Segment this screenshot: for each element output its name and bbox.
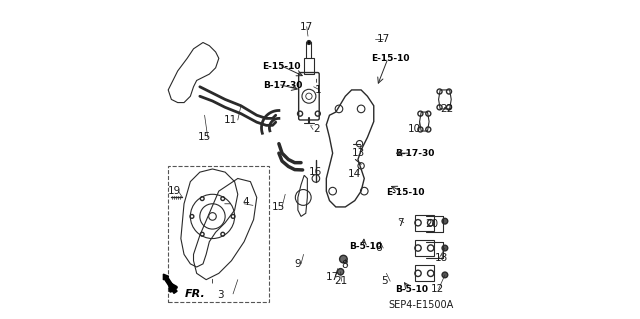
Text: 2: 2 — [313, 124, 319, 135]
Text: B-5-10: B-5-10 — [349, 242, 382, 251]
Circle shape — [442, 218, 448, 224]
Text: E-15-10: E-15-10 — [371, 54, 410, 63]
Text: 9: 9 — [294, 259, 301, 269]
Text: 1: 1 — [315, 85, 322, 95]
Text: E-15-10: E-15-10 — [262, 62, 301, 71]
Text: 12: 12 — [430, 284, 444, 294]
Text: 15: 15 — [198, 132, 211, 142]
Circle shape — [307, 41, 311, 44]
Text: 14: 14 — [348, 169, 362, 179]
Text: 16: 16 — [309, 167, 323, 177]
Text: 13: 13 — [351, 148, 365, 158]
Text: 8: 8 — [341, 260, 348, 271]
Text: FR.: FR. — [185, 289, 205, 299]
Text: 7: 7 — [397, 218, 404, 228]
Text: 17: 17 — [376, 34, 390, 44]
Text: 5: 5 — [381, 276, 388, 286]
Text: 21: 21 — [334, 276, 347, 286]
Text: 18: 18 — [435, 253, 448, 263]
Text: 4: 4 — [243, 197, 249, 207]
Bar — [415, 265, 434, 281]
Text: B-5-10: B-5-10 — [396, 285, 428, 294]
Text: 15: 15 — [271, 202, 285, 212]
Bar — [415, 215, 434, 231]
Text: 11: 11 — [224, 115, 237, 125]
Text: 17: 17 — [325, 271, 339, 281]
Bar — [304, 58, 314, 74]
Circle shape — [209, 213, 216, 220]
Circle shape — [340, 255, 347, 263]
Text: 10: 10 — [408, 124, 421, 135]
Text: 6: 6 — [375, 243, 382, 253]
Circle shape — [442, 272, 448, 278]
FancyArrow shape — [163, 274, 177, 293]
Text: 3: 3 — [217, 291, 224, 300]
Text: 22: 22 — [440, 104, 453, 114]
Text: 17: 17 — [300, 22, 314, 32]
Text: B-17-30: B-17-30 — [263, 81, 302, 90]
Text: SEP4-E1500A: SEP4-E1500A — [388, 300, 454, 310]
Bar — [168, 166, 269, 302]
Circle shape — [442, 245, 448, 251]
Text: B-17-30: B-17-30 — [395, 149, 435, 158]
Bar — [415, 240, 434, 256]
Text: E-15-10: E-15-10 — [386, 188, 424, 197]
Circle shape — [337, 269, 344, 275]
Text: 20: 20 — [426, 219, 439, 229]
Text: 19: 19 — [168, 186, 181, 196]
